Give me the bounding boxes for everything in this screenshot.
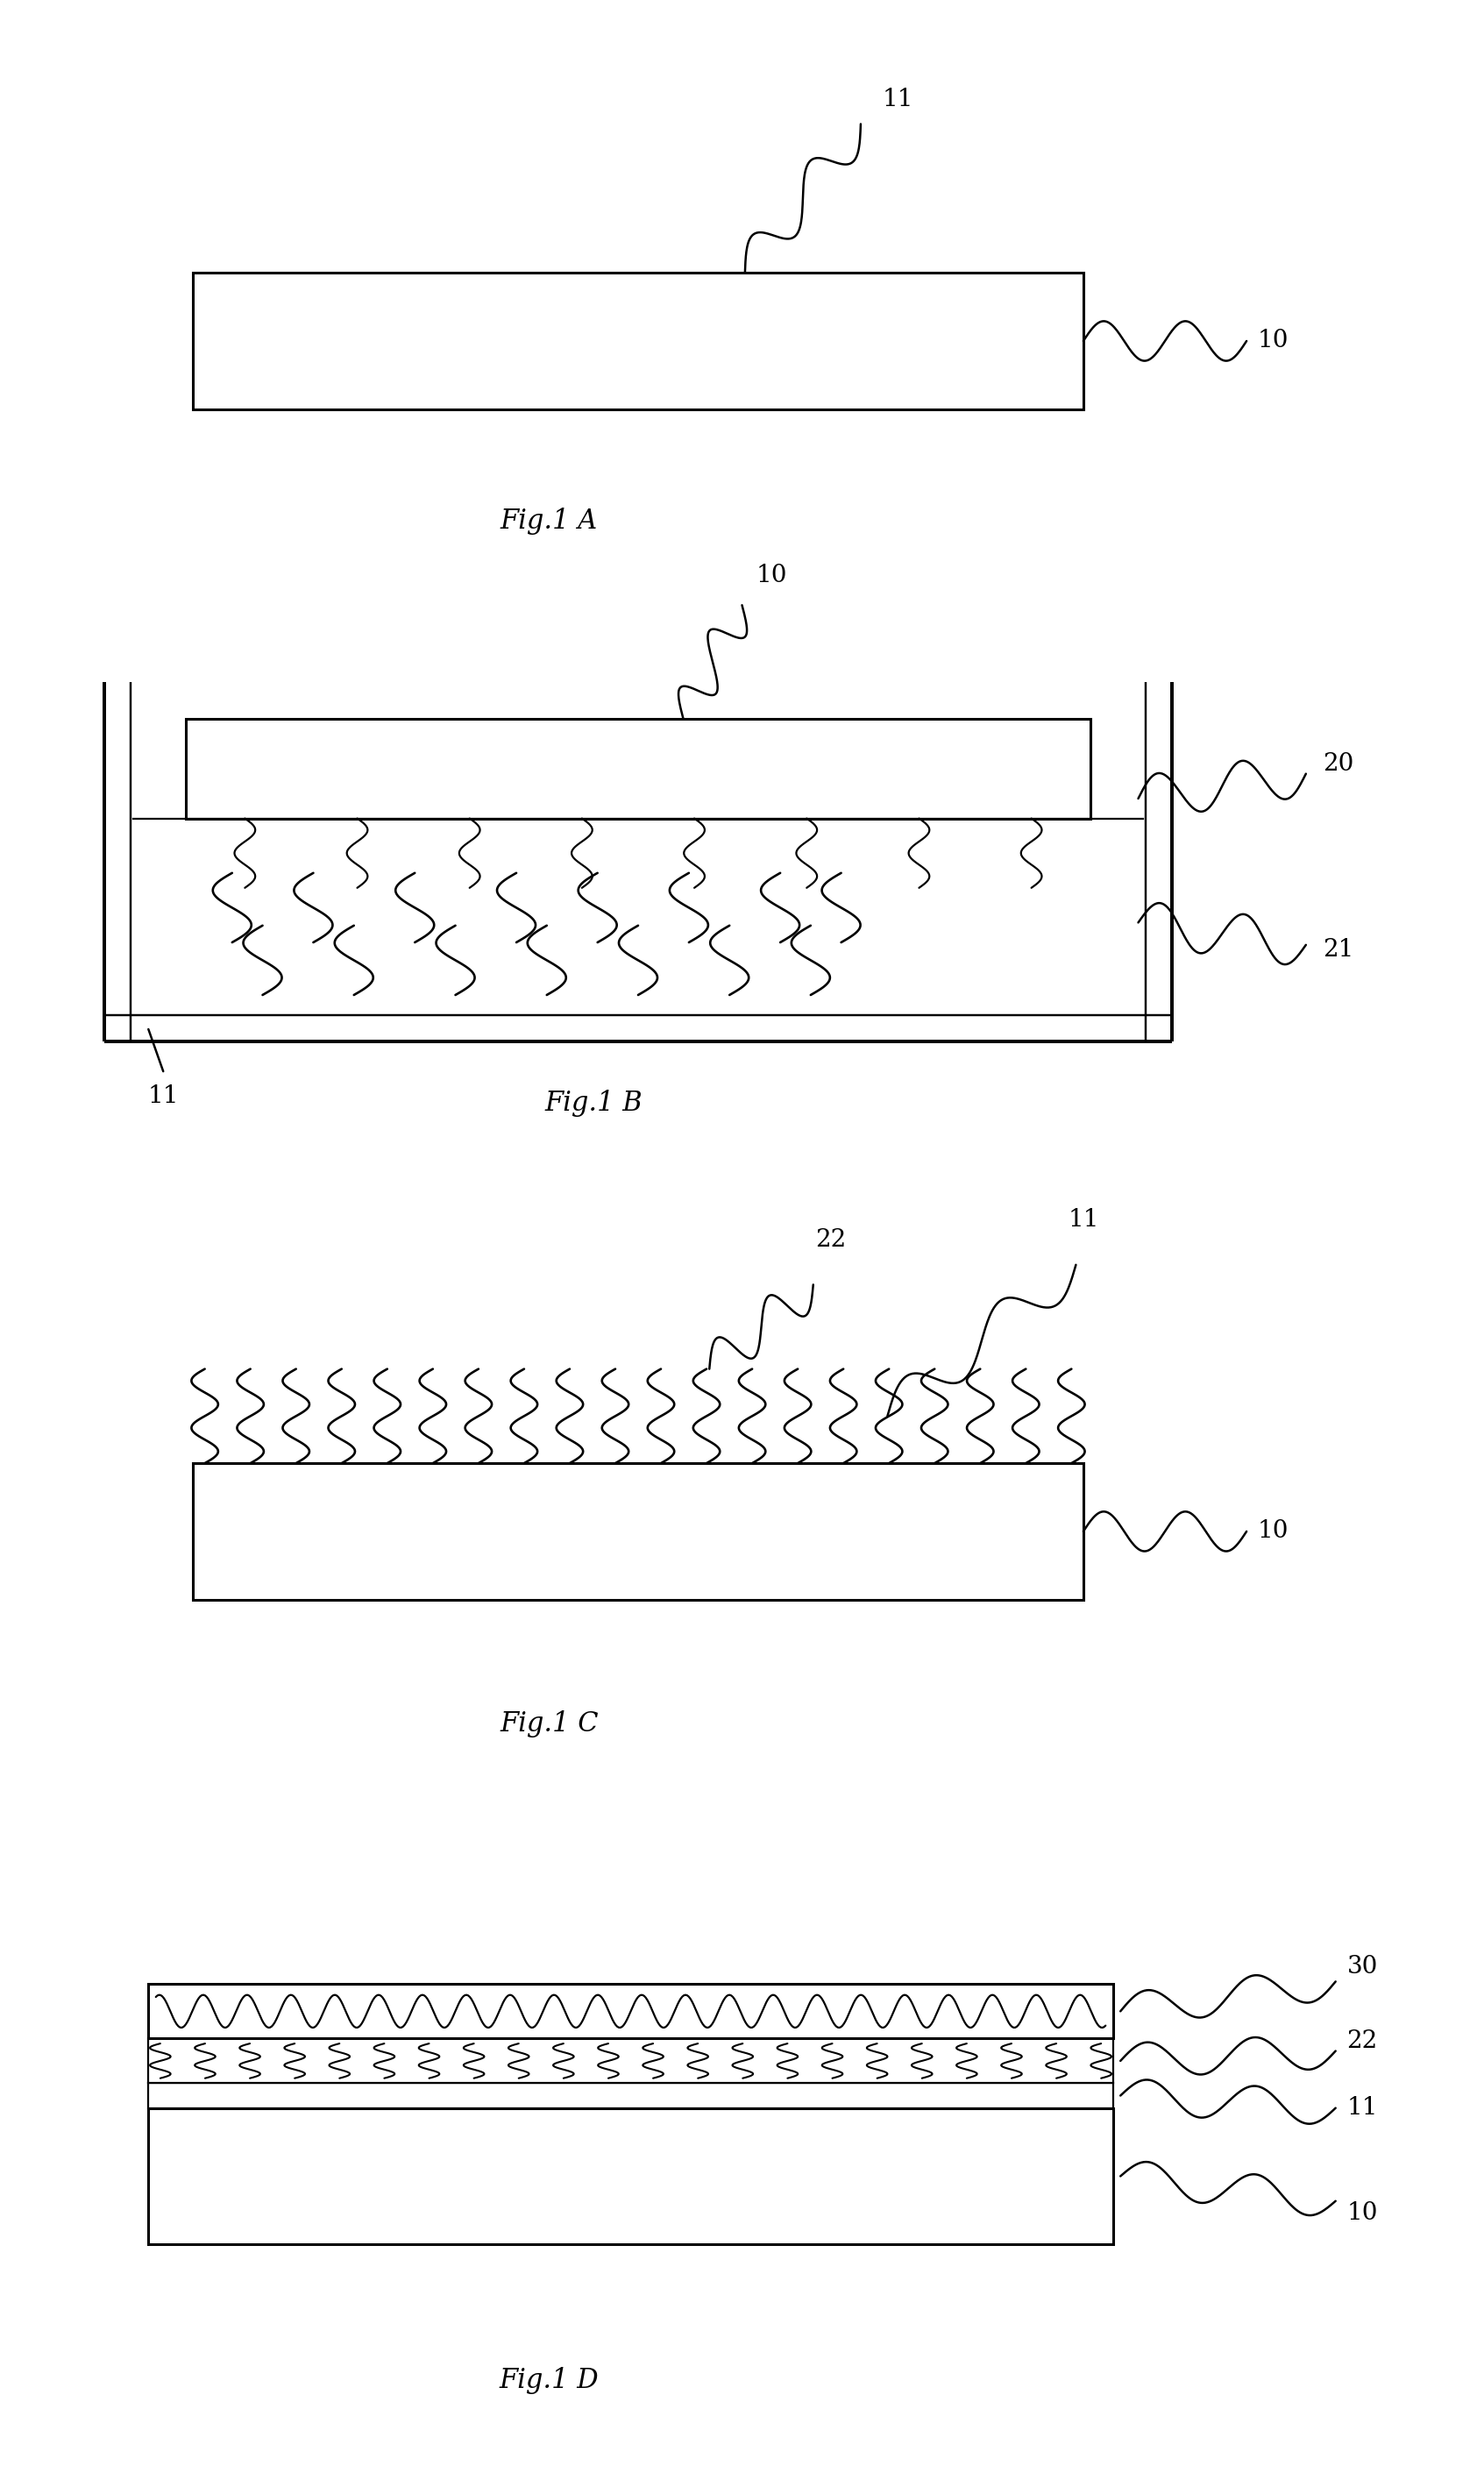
Bar xyxy=(193,273,1083,409)
Text: Fig.1 C: Fig.1 C xyxy=(500,1711,598,1736)
Text: 22: 22 xyxy=(1347,2029,1377,2053)
Bar xyxy=(148,1984,1113,2039)
Text: Fig.1 A: Fig.1 A xyxy=(500,508,598,533)
Text: 11: 11 xyxy=(1068,1208,1098,1233)
Text: 10: 10 xyxy=(1347,2202,1377,2225)
Bar xyxy=(148,2083,1113,2108)
Text: 10: 10 xyxy=(1258,330,1288,352)
Text: 11: 11 xyxy=(148,1084,178,1109)
Text: 10: 10 xyxy=(757,563,787,588)
Bar xyxy=(148,2039,1113,2083)
Bar xyxy=(193,1463,1083,1600)
Text: 22: 22 xyxy=(816,1228,846,1252)
Text: 11: 11 xyxy=(1347,2096,1377,2120)
Bar xyxy=(186,719,1091,818)
Text: 10: 10 xyxy=(1258,1520,1288,1543)
Text: 21: 21 xyxy=(1324,937,1353,962)
Text: 20: 20 xyxy=(1324,751,1353,776)
Text: Fig.1 B: Fig.1 B xyxy=(545,1091,643,1116)
Text: Fig.1 D: Fig.1 D xyxy=(499,2368,600,2393)
Bar xyxy=(148,2108,1113,2244)
Text: 11: 11 xyxy=(883,87,913,112)
Text: 30: 30 xyxy=(1347,1954,1377,1979)
